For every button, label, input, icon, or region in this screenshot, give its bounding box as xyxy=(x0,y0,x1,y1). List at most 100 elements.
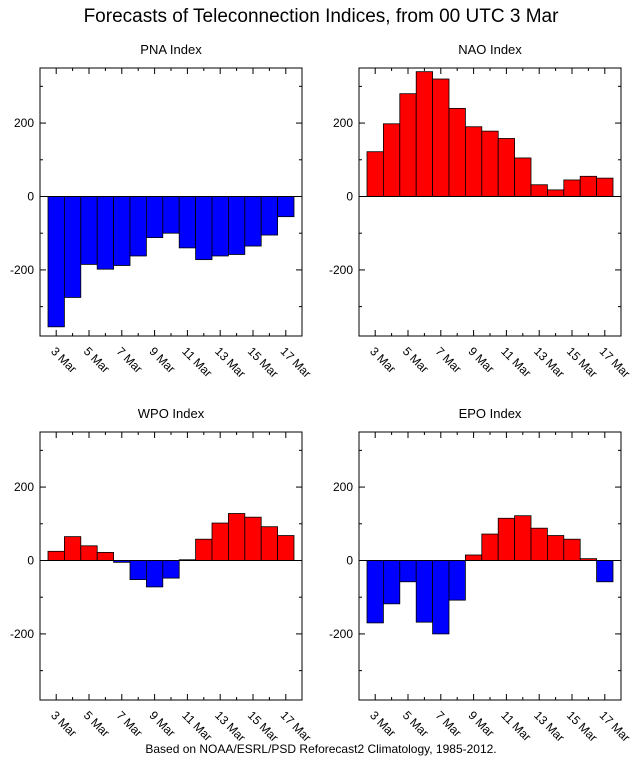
chart-panel-0: PNA Index 200 0 -200 3 Mar 5 Mar 7 Mar 9 Mar 11 … xyxy=(10,42,314,381)
x-tick-label: 11 Mar xyxy=(498,708,534,744)
bar-7-mar xyxy=(432,560,450,635)
bar-4-mar xyxy=(382,560,401,605)
bar-17-mar xyxy=(277,196,295,218)
bar-6-mar xyxy=(96,196,114,270)
bar-11-mar xyxy=(497,517,516,561)
bar-6-mar xyxy=(415,560,434,623)
bar-5-mar xyxy=(399,560,417,583)
bar-16-mar xyxy=(260,526,279,561)
x-tick-label: 17 Mar xyxy=(597,344,633,380)
bar-3-mar xyxy=(366,151,384,197)
bar-5-mar xyxy=(80,196,98,265)
x-tick-label: 3 Mar xyxy=(367,708,399,740)
x-tick-label: 5 Mar xyxy=(81,344,113,376)
bar-14-mar xyxy=(547,535,565,561)
bar-10-mar xyxy=(481,130,499,197)
bar-15-mar xyxy=(563,538,581,561)
x-tick-label: 17 Mar xyxy=(597,708,633,744)
bar-3-mar xyxy=(366,560,384,624)
panel-title: PNA Index xyxy=(140,42,202,57)
x-tick-label: 9 Mar xyxy=(146,708,178,740)
plot-frame xyxy=(358,67,622,337)
x-tick-label: 13 Mar xyxy=(212,708,248,744)
y-tick-label: -200 xyxy=(329,627,353,641)
y-tick-label: -200 xyxy=(10,627,34,641)
y-tick-label: 200 xyxy=(333,116,353,130)
bar-4-mar xyxy=(64,196,82,298)
bar-15-mar xyxy=(563,179,581,197)
bar-14-mar xyxy=(227,513,246,561)
x-tick-label: 5 Mar xyxy=(400,344,432,376)
bar-4-mar xyxy=(64,536,82,561)
x-tick-label: 9 Mar xyxy=(465,344,497,376)
bar-12-mar xyxy=(195,538,213,561)
bar-12-mar xyxy=(195,196,213,261)
x-tick-label: 3 Mar xyxy=(48,344,80,376)
bar-9-mar xyxy=(145,560,164,588)
y-tick-label: 200 xyxy=(14,116,34,130)
bar-3-mar xyxy=(47,550,65,561)
bar-9-mar xyxy=(464,554,483,561)
bar-8-mar xyxy=(448,107,466,197)
chart-panel-2: WPO Index 200 0 -200 3 Mar 5 Mar 7 Mar 9 Mar 11 … xyxy=(10,406,314,745)
panel-title: NAO Index xyxy=(458,42,522,57)
bar-7-mar xyxy=(432,78,450,197)
bar-7-mar xyxy=(113,196,131,266)
y-tick-label: -200 xyxy=(10,263,34,277)
x-tick-label: 17 Mar xyxy=(278,344,314,380)
x-tick-label: 15 Mar xyxy=(564,344,600,380)
x-tick-label: 7 Mar xyxy=(433,344,465,376)
x-tick-label: 13 Mar xyxy=(531,708,567,744)
bar-13-mar xyxy=(530,184,548,197)
bar-9-mar xyxy=(145,196,164,239)
bar-9-mar xyxy=(464,126,483,197)
panel-title: EPO Index xyxy=(459,406,522,421)
x-tick-label: 7 Mar xyxy=(433,708,465,740)
bar-11-mar xyxy=(178,196,196,249)
bar-14-mar xyxy=(547,189,565,197)
x-tick-label: 9 Mar xyxy=(146,344,178,376)
x-tick-label: 15 Mar xyxy=(564,708,600,744)
x-tick-label: 5 Mar xyxy=(81,708,113,740)
bar-5-mar xyxy=(399,93,417,197)
x-tick-label: 15 Mar xyxy=(245,344,281,380)
y-tick-label: 0 xyxy=(346,189,353,203)
bar-13-mar xyxy=(211,196,229,257)
bar-17-mar xyxy=(596,560,614,583)
panel-title: WPO Index xyxy=(138,406,205,421)
y-tick-label: 200 xyxy=(14,480,34,494)
bar-8-mar xyxy=(448,560,466,601)
bar-10-mar xyxy=(481,533,499,561)
y-tick-label: 0 xyxy=(27,189,34,203)
bar-15-mar xyxy=(244,196,262,247)
y-tick-label: 0 xyxy=(27,553,34,567)
bar-17-mar xyxy=(596,177,614,197)
bar-10-mar xyxy=(162,560,180,579)
x-tick-label: 11 Mar xyxy=(179,708,215,744)
x-tick-label: 13 Mar xyxy=(212,344,248,380)
figure-title: Forecasts of Teleconnection Indices, fro… xyxy=(83,6,559,27)
bar-13-mar xyxy=(530,527,548,561)
x-tick-label: 3 Mar xyxy=(367,344,399,376)
x-tick-label: 11 Mar xyxy=(179,344,215,380)
x-tick-label: 15 Mar xyxy=(245,708,281,744)
bar-5-mar xyxy=(80,545,98,561)
bar-12-mar xyxy=(514,515,532,561)
bar-6-mar xyxy=(96,552,114,561)
x-tick-label: 11 Mar xyxy=(498,344,534,380)
bar-10-mar xyxy=(162,196,180,234)
bar-6-mar xyxy=(415,71,434,197)
bar-15-mar xyxy=(244,516,262,561)
bar-14-mar xyxy=(227,196,246,255)
y-tick-label: 200 xyxy=(333,480,353,494)
x-tick-label: 9 Mar xyxy=(465,708,497,740)
bar-13-mar xyxy=(211,522,229,561)
bar-16-mar xyxy=(260,196,279,236)
x-tick-label: 3 Mar xyxy=(48,708,80,740)
bar-11-mar xyxy=(497,138,516,197)
bar-16-mar xyxy=(579,175,598,197)
figure-footer: Based on NOAA/ESRL/PSD Reforecast2 Clima… xyxy=(145,742,497,756)
bar-8-mar xyxy=(129,560,147,580)
y-tick-label: 0 xyxy=(346,553,353,567)
